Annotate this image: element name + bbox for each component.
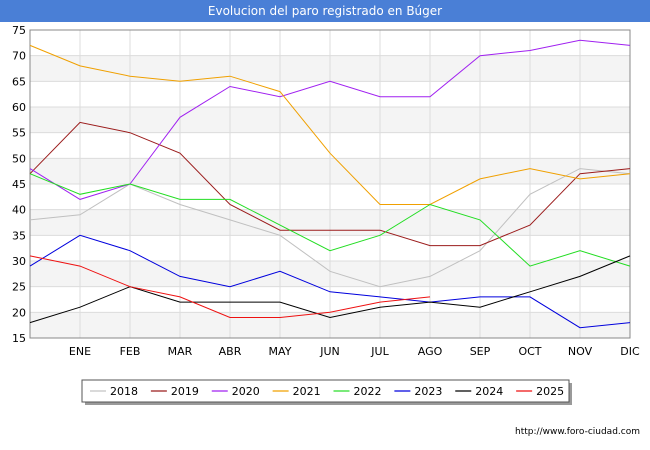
x-tick-label: NOV (568, 345, 593, 358)
y-tick-label: 15 (12, 332, 26, 345)
y-tick-label: 20 (12, 306, 26, 319)
y-tick-label: 25 (12, 281, 26, 294)
x-tick-label: MAR (168, 345, 193, 358)
legend-label-2022: 2022 (354, 385, 382, 398)
y-tick-label: 45 (12, 178, 26, 191)
legend-label-2025: 2025 (536, 385, 564, 398)
series-line-2021 (29, 44, 631, 205)
x-tick-label: ENE (69, 345, 91, 358)
source-link[interactable]: http://www.foro-ciudad.com (515, 427, 640, 437)
x-tick-label: OCT (518, 345, 541, 358)
x-tick-label: SEP (470, 345, 491, 358)
y-tick-label: 75 (12, 24, 26, 37)
y-axis-ticks: 15 20 25 30 35 40 45 50 55 60 65 70 75 (12, 24, 26, 345)
legend-label-2020: 2020 (232, 385, 260, 398)
series-line-2022 (29, 173, 631, 267)
x-axis-ticks: ENE FEB MAR ABR MAY JUN JUL AGO SEP OCT NOV DIC (69, 345, 640, 358)
y-tick-label: 40 (12, 204, 26, 217)
x-tick-label: DIC (620, 345, 640, 358)
x-tick-label: JUL (370, 345, 389, 358)
plot-frame (29, 29, 631, 339)
x-tick-label: ABR (219, 345, 242, 358)
chart-title: Evolucion del paro registrado en Búger (0, 0, 650, 22)
x-tick-label: FEB (120, 345, 141, 358)
series-line-2019 (29, 121, 631, 247)
legend-label-2019: 2019 (171, 385, 199, 398)
legend-label-2021: 2021 (293, 385, 321, 398)
y-tick-label: 35 (12, 229, 26, 242)
legend-box (81, 379, 570, 403)
y-tick-label: 65 (12, 75, 26, 88)
legend: 2018 2019 2020 2021 2022 2023 2024 2025 (81, 379, 572, 405)
y-tick-label: 60 (12, 101, 26, 114)
x-tick-label: MAY (269, 345, 292, 358)
y-tick-label: 70 (12, 50, 26, 63)
x-tick-label: JUN (319, 345, 340, 358)
y-tick-label: 50 (12, 152, 26, 165)
legend-label-2023: 2023 (414, 385, 442, 398)
series-line-2025 (29, 255, 431, 318)
legend-label-2024: 2024 (475, 385, 503, 398)
legend-label-2018: 2018 (110, 385, 138, 398)
y-tick-label: 30 (12, 255, 26, 268)
series-line-2023 (29, 234, 631, 329)
y-tick-label: 55 (12, 127, 26, 140)
series-lines (29, 39, 631, 329)
x-tick-label: AGO (418, 345, 443, 358)
